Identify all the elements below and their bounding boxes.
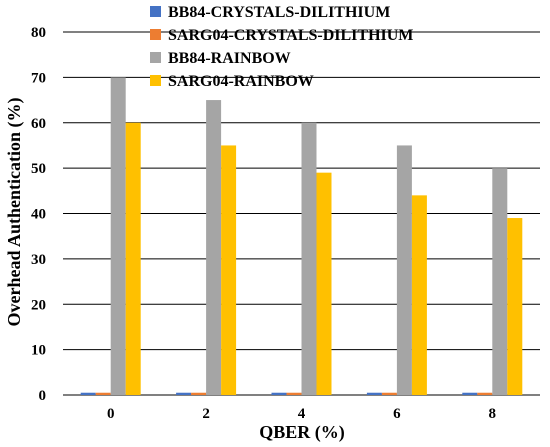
legend-label: BB84-CRYSTALS-DILITHIUM [168, 4, 390, 21]
bar [110, 77, 126, 395]
y-tick-label: 0 [39, 388, 47, 404]
legend-label: SARG04-CRYSTALS-DILITHIUM [168, 27, 413, 44]
x-axis-title: QBER (%) [259, 422, 345, 443]
y-tick-label: 20 [31, 297, 46, 313]
x-tick-label: 4 [298, 406, 306, 422]
y-tick-label: 10 [31, 343, 46, 359]
bar [381, 392, 397, 395]
legend: BB84-CRYSTALS-DILITHIUM SARG04-CRYSTALS-D… [150, 4, 413, 90]
legend-swatch [150, 29, 161, 40]
legend-label: SARG04-RAINBOW [168, 73, 314, 90]
bar [221, 145, 237, 395]
x-tick-label: 0 [107, 406, 115, 422]
legend-swatch [150, 52, 161, 63]
x-tick-label: 6 [393, 406, 401, 422]
bar [462, 392, 478, 395]
bars [80, 77, 523, 395]
bar [125, 122, 141, 395]
legend-swatch [150, 75, 161, 86]
legend-swatch [150, 6, 161, 17]
bar [477, 392, 493, 395]
bar [191, 392, 207, 395]
bar [396, 145, 412, 395]
x-tick-label: 2 [202, 406, 210, 422]
bar [271, 392, 287, 395]
bar [366, 392, 382, 395]
bar [95, 392, 111, 395]
y-tick-label: 40 [31, 207, 46, 223]
y-tick-label: 70 [31, 70, 46, 86]
y-tick-label: 50 [31, 161, 46, 177]
bar [176, 392, 192, 395]
y-tick-label: 30 [31, 252, 46, 268]
bar [301, 122, 317, 395]
legend-label: BB84-RAINBOW [168, 50, 291, 67]
y-tick-label: 80 [31, 25, 46, 41]
bar [316, 172, 332, 395]
bar [411, 195, 427, 395]
x-axis-ticks: 0 2 4 6 8 [107, 406, 496, 422]
bar [492, 168, 508, 395]
bar [286, 392, 302, 395]
y-axis-ticks: 0 10 20 30 40 50 60 70 80 [31, 25, 46, 404]
bar [80, 392, 96, 395]
bar [206, 100, 222, 395]
bar [507, 218, 523, 395]
y-tick-label: 60 [31, 116, 46, 132]
x-tick-label: 8 [489, 406, 497, 422]
y-axis-title: Overhead Authentication (%) [4, 98, 25, 327]
